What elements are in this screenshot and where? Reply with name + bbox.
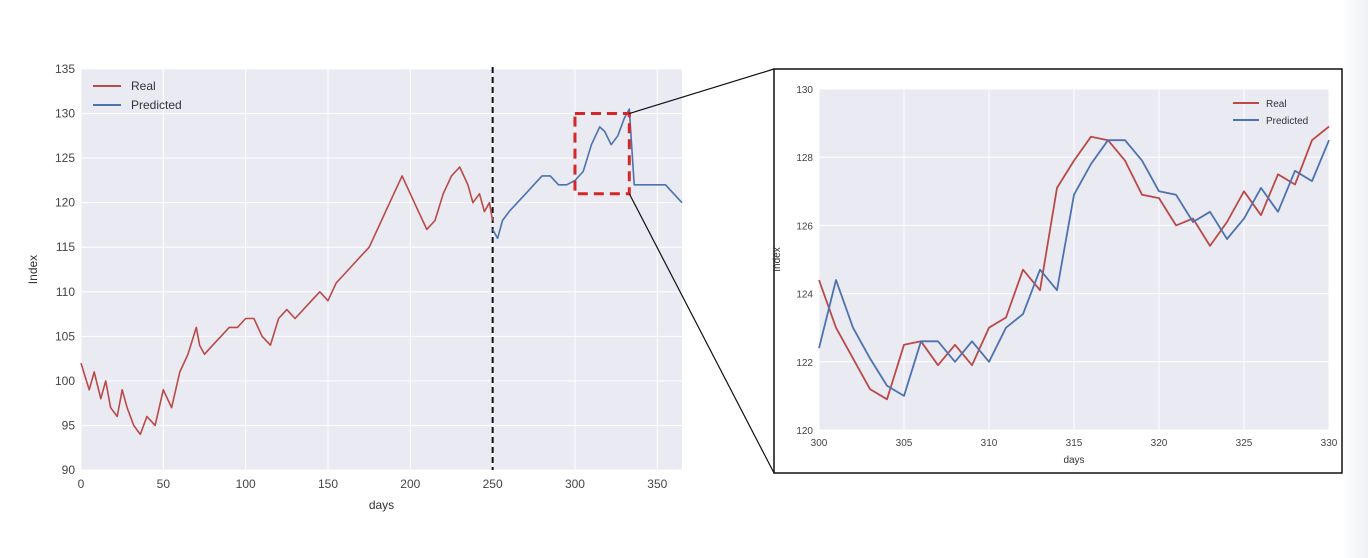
inset-x-ticks: 300 305 310 315 320 325 330: [811, 438, 1338, 449]
x-tick-label: 100: [236, 477, 256, 491]
y-tick-label: 135: [55, 62, 75, 76]
x-tick-label: 350: [647, 477, 667, 491]
y-tick-label: 115: [56, 240, 75, 254]
main-series-lines: [80, 108, 683, 436]
inset-legend-label-real: Real: [1266, 99, 1287, 110]
legend-label-real: Real: [131, 79, 156, 93]
legend-label-predicted: Predicted: [131, 98, 182, 112]
inset-chart: 120 122 124 126 128 130 300 305 310 315 320 325 330…: [772, 68, 1343, 474]
y-tick-label: 95: [62, 418, 76, 432]
series-line-predicted: [491, 108, 683, 240]
main-legend: Real Predicted: [93, 79, 182, 112]
zoom-connector-bottom: [628, 193, 775, 474]
main-x-ticks: 0 50 100 150 200 250 300 350: [78, 477, 668, 491]
x-tick-label: 50: [157, 477, 171, 491]
zoom-region-box: [573, 112, 631, 196]
zoom-connector-top: [629, 68, 775, 115]
series-line-predicted: [818, 139, 1330, 397]
x-tick-label: 315: [1066, 438, 1083, 449]
series-line-real: [80, 166, 494, 436]
y-tick-label: 130: [55, 107, 75, 121]
x-tick-label: 300: [565, 477, 585, 491]
inset-series-lines: [818, 125, 1330, 401]
y-tick-label: 125: [55, 151, 75, 165]
series-line-real: [818, 125, 1330, 401]
inset-x-axis-label: days: [1063, 455, 1084, 466]
x-tick-label: 250: [483, 477, 503, 491]
y-tick-label: 90: [62, 463, 76, 477]
x-tick-label: 325: [1236, 438, 1253, 449]
inset-y-ticks: 120 122 124 126 128 130: [796, 85, 813, 437]
inset-legend: Real Predicted: [1233, 99, 1308, 127]
y-tick-label: 126: [796, 221, 813, 232]
x-tick-label: 320: [1151, 438, 1168, 449]
y-tick-label: 100: [55, 374, 75, 388]
inset-y-axis-label: Index: [772, 247, 783, 271]
inset-legend-label-predicted: Predicted: [1266, 116, 1308, 127]
x-tick-label: 0: [78, 477, 85, 491]
x-tick-label: 305: [896, 438, 913, 449]
y-tick-label: 122: [796, 358, 813, 369]
y-tick-label: 120: [55, 196, 75, 210]
page-edge-shadow: [1342, 0, 1368, 558]
main-x-axis-label: days: [369, 498, 394, 512]
main-y-axis-label: Index: [26, 255, 40, 284]
y-tick-label: 130: [796, 85, 813, 96]
inset-gridlines: [818, 88, 1330, 431]
y-tick-label: 110: [56, 285, 75, 299]
main-chart: 90 95 100 105 110 115 120 125 130 135 0 50 100 150 20…: [26, 62, 683, 512]
x-tick-label: 150: [318, 477, 338, 491]
y-tick-label: 105: [55, 329, 75, 343]
main-y-ticks: 90 95 100 105 110 115 120 125 130 135: [55, 62, 75, 477]
y-tick-label: 128: [796, 153, 813, 164]
x-tick-label: 200: [400, 477, 420, 491]
main-plot-area: [81, 69, 682, 470]
x-tick-label: 330: [1321, 438, 1338, 449]
y-tick-label: 120: [796, 426, 813, 437]
y-tick-label: 124: [796, 290, 813, 301]
x-tick-label: 300: [811, 438, 828, 449]
main-gridlines: [80, 68, 682, 471]
x-tick-label: 310: [981, 438, 998, 449]
